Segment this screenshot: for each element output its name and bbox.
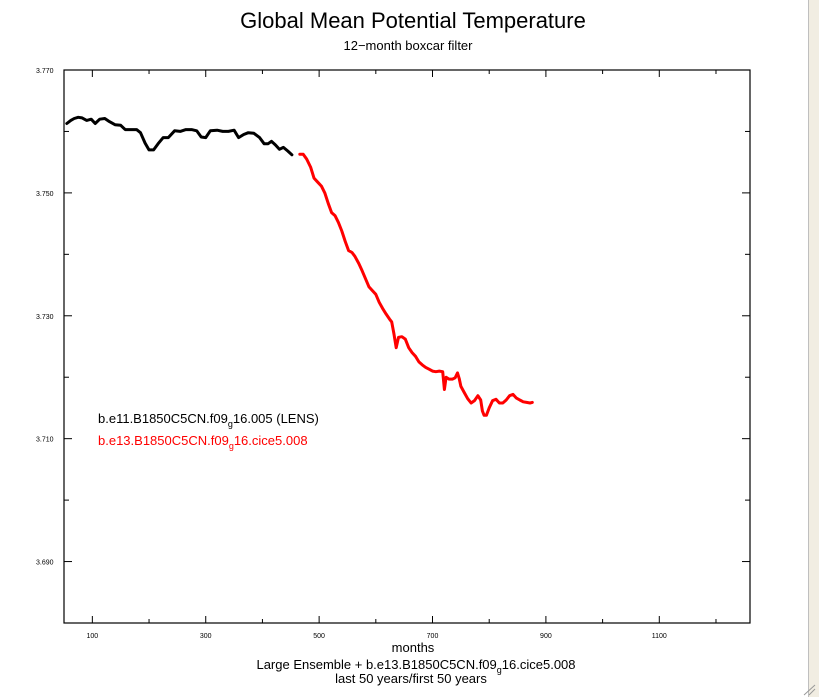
footer-line-1-suffix: 16.cice5.008 xyxy=(502,657,576,672)
legend-lens-prefix: b.e11.B1850C5CN.f09 xyxy=(98,411,228,426)
x-tick-labels: 100 300 500 700 900 1100 xyxy=(87,633,667,640)
series-lines xyxy=(65,115,534,417)
x-tick-label-1: 300 xyxy=(200,633,212,640)
x-tick-label-2: 500 xyxy=(313,633,325,640)
legend-entry-lens: b.e11.B1850C5CN.f09g16.005 (LENS) xyxy=(98,411,319,429)
tick-marks xyxy=(64,69,750,623)
series-line-0 xyxy=(65,115,294,157)
y-tick-label-1: 3.750 xyxy=(36,191,54,198)
legend-cice5-suffix: 16.cice5.008 xyxy=(234,433,308,448)
x-tick-label-4: 900 xyxy=(540,633,552,640)
x-tick-label-0: 100 xyxy=(87,633,99,640)
y-tick-label-0: 3.770 xyxy=(36,68,54,75)
x-tick-label-3: 700 xyxy=(427,633,439,640)
y-tick-label-3: 3.710 xyxy=(36,437,54,444)
window-gutter xyxy=(809,0,819,697)
legend-cice5-sub: g xyxy=(229,441,234,451)
footer-line-1-prefix: Large Ensemble + b.e13.B1850C5CN.f09 xyxy=(256,657,496,672)
chart-title: Global Mean Potential Temperature xyxy=(240,8,586,33)
plot-frame xyxy=(63,69,751,624)
y-tick-label-2: 3.730 xyxy=(36,314,54,321)
legend: b.e11.B1850C5CN.f09g16.005 (LENS) b.e13.… xyxy=(98,411,319,451)
series-line-1 xyxy=(298,152,534,417)
y-tick-labels: 3.770 3.750 3.730 3.710 3.690 xyxy=(36,68,54,567)
legend-lens-sub: g xyxy=(228,419,233,429)
footer-line-1-sub: g xyxy=(497,665,502,675)
x-axis-label: months xyxy=(392,640,435,655)
legend-lens-suffix: 16.005 (LENS) xyxy=(233,411,319,426)
x-tick-label-5: 1100 xyxy=(652,633,667,640)
chart-subtitle: 12−month boxcar filter xyxy=(344,38,474,53)
y-tick-label-4: 3.690 xyxy=(36,560,54,567)
footer-line-2: last 50 years/first 50 years xyxy=(335,671,487,686)
footer-line-1: Large Ensemble + b.e13.B1850C5CN.f09g16.… xyxy=(256,657,575,675)
legend-entry-cice5: b.e13.B1850C5CN.f09g16.cice5.008 xyxy=(98,433,308,451)
legend-cice5-prefix: b.e13.B1850C5CN.f09 xyxy=(98,433,229,448)
resize-grip-icon[interactable] xyxy=(802,684,816,696)
